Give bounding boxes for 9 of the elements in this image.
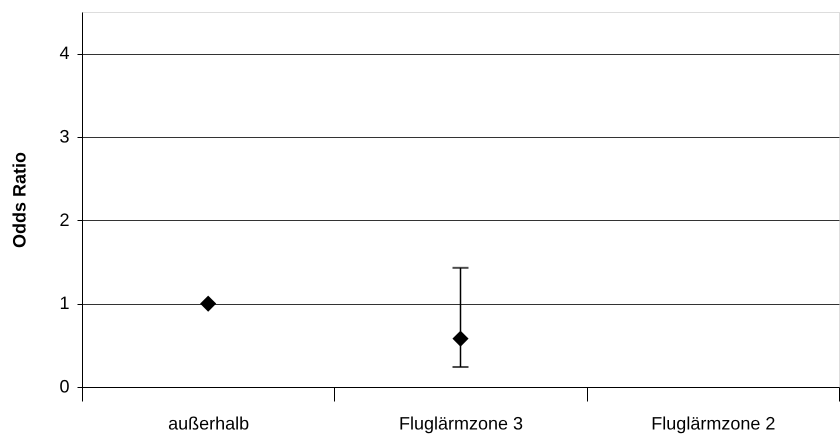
y-tick-label: 0 (59, 376, 70, 396)
y-tick-label: 1 (59, 293, 70, 314)
y-tick-label: 4 (59, 43, 70, 64)
y-tick-label: 2 (59, 210, 70, 230)
x-tick-label: Fluglärmzone 2 (651, 414, 776, 434)
x-tick-label: außerhalb (168, 414, 250, 434)
y-axis-title: Odds Ratio (9, 152, 30, 248)
y-tick-label: 3 (59, 126, 70, 146)
x-tick-label: Fluglärmzone 3 (398, 414, 524, 434)
